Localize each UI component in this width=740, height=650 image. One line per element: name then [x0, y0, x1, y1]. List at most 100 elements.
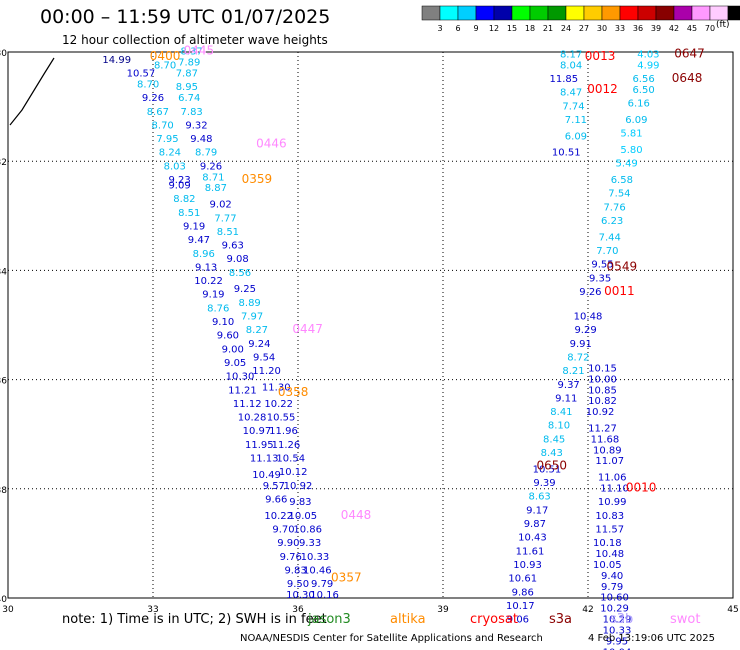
- legend-tick-label: 39: [651, 24, 661, 33]
- swh-value: 10.29: [600, 604, 629, 615]
- pass-time-label: 0448: [341, 508, 372, 522]
- y-tick-label: -34: [0, 267, 7, 277]
- swh-value: 10.97: [243, 426, 272, 437]
- swh-value: 10.93: [513, 560, 542, 571]
- swh-value: 8.70: [154, 60, 176, 71]
- swh-value: 8.04: [560, 60, 582, 71]
- swh-value: 9.26: [142, 93, 164, 104]
- swh-value: 9.90: [277, 538, 299, 549]
- legend-swatch: [421, 5, 441, 21]
- x-tick-label: 36: [292, 605, 304, 615]
- swh-value: 10.55: [267, 413, 296, 424]
- swh-value: 10.89: [593, 445, 622, 456]
- x-tick-label: 33: [147, 605, 158, 615]
- swh-value: 9.63: [222, 241, 244, 252]
- swh-value: 8.95: [176, 82, 198, 93]
- swh-value: 6.09: [565, 131, 587, 142]
- pass-time-label: 0013: [585, 49, 616, 63]
- swh-value: 8.43: [541, 448, 563, 459]
- sat-label-s3a: s3a: [549, 612, 573, 627]
- legend-tick-label: 30: [597, 24, 607, 33]
- chart-title: 00:00 – 11:59 UTC 01/07/2025: [40, 6, 331, 28]
- swh-value: 10.54: [276, 454, 305, 465]
- sat-label-swot: swot: [670, 612, 701, 627]
- swh-value: 11.27: [588, 423, 617, 434]
- legend-swatch: [457, 5, 477, 21]
- swh-value: 9.47: [188, 235, 210, 246]
- swh-value: 9.25: [234, 284, 256, 295]
- legend-tick-label: 42: [669, 24, 679, 33]
- swh-value: 8.41: [550, 407, 572, 418]
- swh-value: 10.17: [506, 601, 535, 612]
- swh-value: 10.28: [238, 413, 267, 424]
- legend-swatch: [601, 5, 621, 21]
- swh-value: 9.79: [601, 582, 623, 593]
- pass-time-label: 0648: [672, 71, 703, 85]
- swh-value: 11.21: [228, 385, 257, 396]
- swh-value: 10.82: [588, 396, 617, 407]
- pass-time-label: 0357: [331, 571, 362, 585]
- swh-value: 5.80: [620, 145, 642, 156]
- pass-time-label: 0447: [292, 322, 323, 336]
- legend-tick-label: 12: [489, 24, 499, 33]
- swh-value: 10.86: [293, 524, 322, 535]
- swh-value: 10.61: [508, 574, 537, 585]
- swh-value: 6.74: [178, 93, 200, 104]
- legend-swatch: [709, 5, 729, 21]
- swh-value: 9.91: [570, 339, 592, 350]
- swh-value: 9.02: [210, 200, 232, 211]
- swh-value: 4.99: [637, 60, 659, 71]
- swh-value: 9.13: [195, 262, 217, 273]
- swh-value: 9.54: [253, 352, 275, 363]
- swh-value: 10.33: [603, 625, 632, 636]
- swh-value: 9.66: [265, 494, 287, 505]
- swh-value: 8.67: [147, 107, 169, 118]
- legend-swatch: [673, 5, 693, 21]
- legend-tick-label: 45: [687, 24, 697, 33]
- swh-value: 11.12: [233, 399, 262, 410]
- swh-value: 11.57: [595, 524, 624, 535]
- swh-value: 8.45: [543, 434, 565, 445]
- swh-value: 8.03: [164, 161, 186, 172]
- swh-value: 4.03: [637, 49, 659, 60]
- swh-value: 9.24: [248, 339, 270, 350]
- swh-value: 9.19: [183, 221, 205, 232]
- swh-value: 6.09: [625, 115, 647, 126]
- x-tick-label: 45: [727, 605, 738, 615]
- legend-swatch: [529, 5, 549, 21]
- legend-swatch: [565, 5, 585, 21]
- pass-time-label: 0400: [150, 49, 181, 63]
- legend-tick-label: 36: [633, 24, 643, 33]
- swh-value: 6.23: [601, 216, 623, 227]
- swh-value: 10.12: [279, 467, 308, 478]
- swh-value: 10.85: [588, 385, 617, 396]
- swh-value: 6.56: [632, 74, 654, 85]
- legend-tick-label: 24: [561, 24, 571, 33]
- swh-value: 9.60: [217, 331, 239, 342]
- swh-value: 8.71: [202, 172, 224, 183]
- swh-value: 9.57: [263, 481, 285, 492]
- swh-value: 9.95: [606, 636, 628, 647]
- swh-value: 10.22: [264, 511, 293, 522]
- swh-value: 10.43: [518, 533, 547, 544]
- y-tick-label: -36: [0, 377, 7, 387]
- swh-value: 10.92: [586, 407, 615, 418]
- swh-value: 9.19: [202, 290, 224, 301]
- swh-value: 8.47: [560, 88, 582, 99]
- swh-value: 9.87: [524, 519, 546, 530]
- swh-value: 5.49: [616, 159, 638, 170]
- legend-tick-label: 33: [615, 24, 625, 33]
- pass-time-label: 0446: [256, 137, 287, 151]
- x-tick-label: 39: [437, 605, 449, 615]
- swh-value: 10.22: [264, 399, 293, 410]
- note-text: note: 1) Time is in UTC; 2) SWH is in fe…: [62, 612, 327, 627]
- swh-value: 10.48: [574, 312, 603, 323]
- swh-value: 7.70: [596, 246, 618, 257]
- sat-label-cryosat: cryosat: [470, 612, 518, 627]
- swh-value: 9.10: [212, 317, 234, 328]
- swh-value: 9.40: [601, 571, 623, 582]
- legend-swatch: [583, 5, 603, 21]
- legend-swatch: [727, 5, 740, 21]
- swh-value: 10.49: [252, 470, 281, 481]
